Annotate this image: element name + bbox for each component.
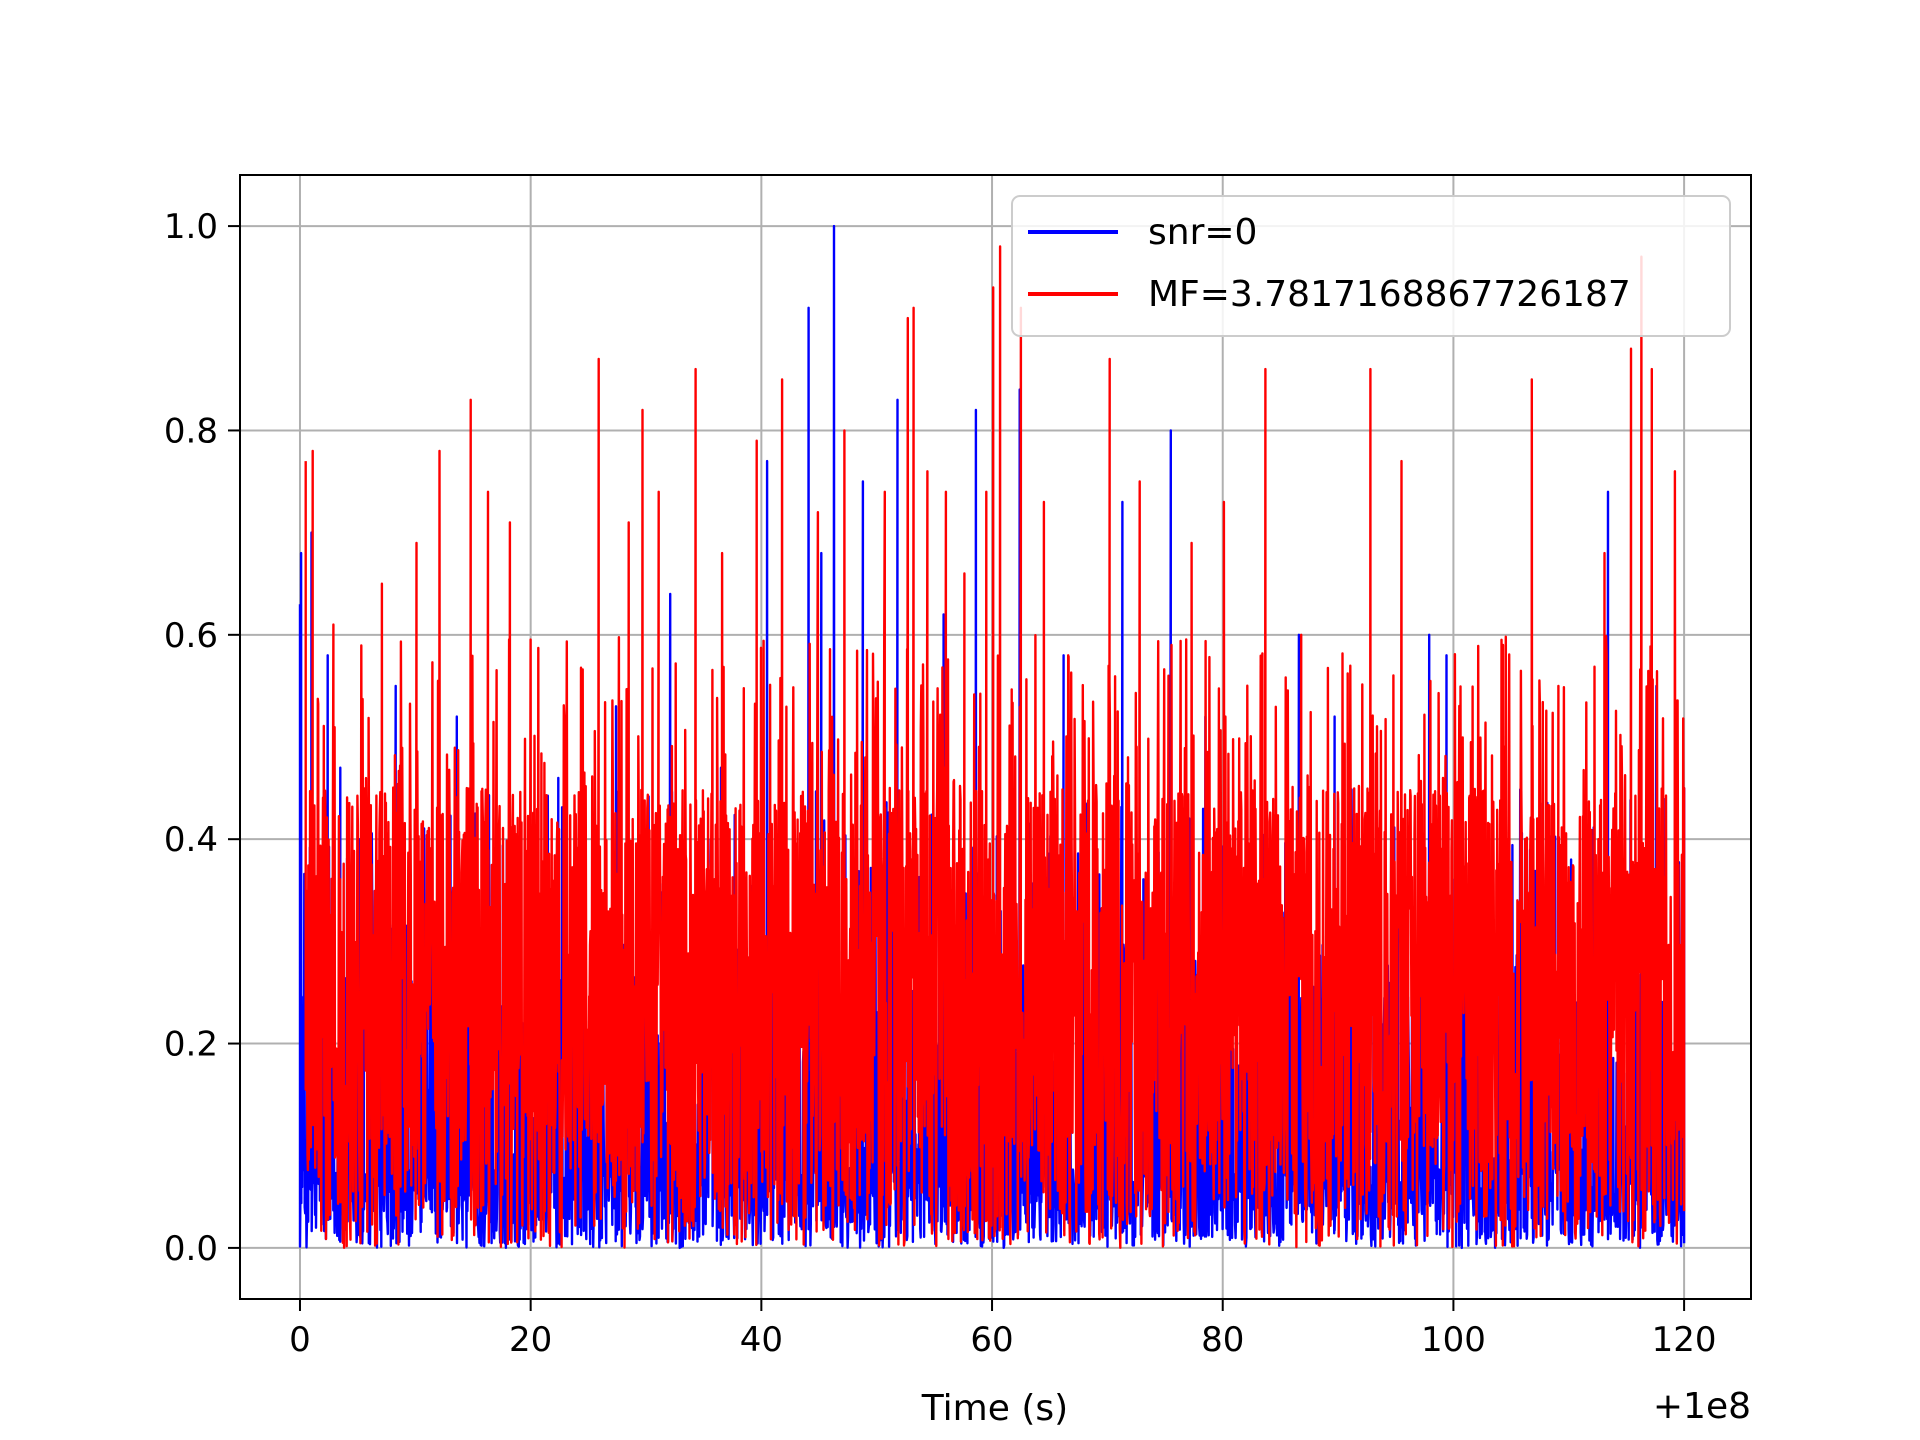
x-axis-offset-label: +1e8 [1653, 1386, 1751, 1427]
x-tick-label: 40 [740, 1320, 783, 1360]
y-tick-label: 1.0 [164, 207, 218, 247]
y-tick-label: 0.6 [164, 616, 218, 656]
x-tick-label: 0 [289, 1320, 311, 1360]
x-tick-label: 120 [1652, 1320, 1717, 1360]
y-tick-label: 0.2 [164, 1025, 218, 1065]
x-axis-label: Time (s) [921, 1388, 1068, 1429]
series-line-mf [304, 245, 1686, 1249]
legend-box [1011, 195, 1731, 337]
x-tick-label: 20 [509, 1320, 552, 1360]
plot-area [298, 224, 1686, 1250]
y-tick-label: 0.8 [164, 411, 218, 451]
y-tick-label: 0.4 [164, 820, 218, 860]
y-tick-label: 0.0 [164, 1229, 218, 1269]
legend: snr=0 MF=3.7817168867726187 [1011, 195, 1731, 337]
x-tick-label: 80 [1201, 1320, 1244, 1360]
axis-ticks: 0 20 40 60 80 100 120 0.0 0.2 0.4 0.6 0.8 1.0 [164, 207, 1717, 1360]
legend-label-mf: MF=3.7817168867726187 [1148, 274, 1631, 315]
axes-frame [239, 174, 1752, 1300]
legend-label-snr: snr=0 [1148, 212, 1257, 253]
x-tick-label: 60 [970, 1320, 1013, 1360]
x-tick-label: 100 [1421, 1320, 1486, 1360]
